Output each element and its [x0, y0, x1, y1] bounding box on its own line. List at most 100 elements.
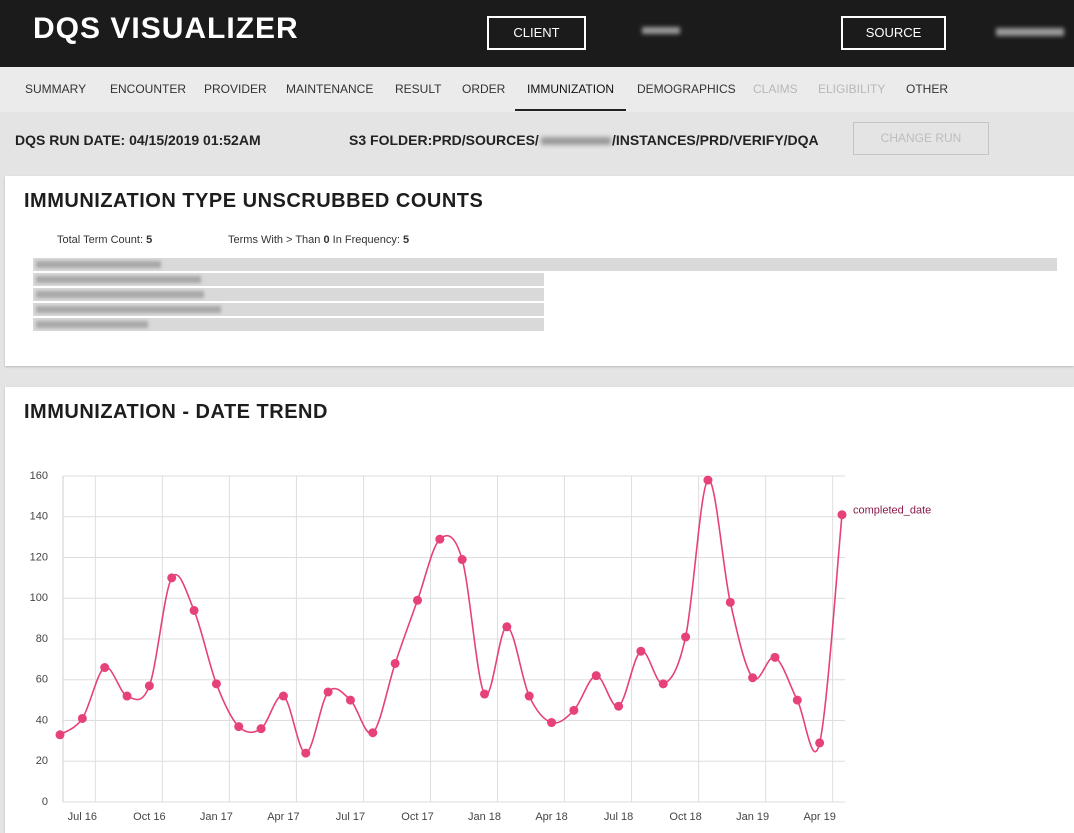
x-tick-label: Jul 17 — [336, 811, 365, 823]
nav-tab: CLAIMS — [753, 82, 798, 96]
x-tick-label: Jan 17 — [200, 811, 233, 823]
y-tick-label: 100 — [30, 592, 48, 604]
y-tick-label: 40 — [36, 714, 48, 726]
value: 5 — [403, 234, 410, 246]
nav-tab[interactable]: OTHER — [906, 82, 948, 96]
legend-label: completed_date — [853, 505, 931, 517]
x-tick-label: Jul 16 — [68, 811, 97, 823]
nav-tab[interactable]: RESULT — [395, 82, 442, 96]
x-tick-label: Apr 17 — [267, 811, 299, 823]
term-row — [33, 258, 1057, 271]
data-point — [301, 748, 311, 758]
nav-tab[interactable]: ORDER — [462, 82, 506, 96]
x-tick-label: Apr 18 — [535, 811, 567, 823]
data-point — [614, 701, 624, 711]
nav-tab[interactable]: SUMMARY — [25, 82, 87, 96]
run-info: DQS RUN DATE: 04/15/2019 01:52AM S3 FOLD… — [0, 112, 1074, 176]
data-point — [100, 663, 110, 673]
data-point — [122, 691, 132, 701]
data-point — [368, 728, 378, 738]
data-point — [323, 687, 333, 697]
term-row — [33, 318, 544, 331]
data-point — [345, 695, 355, 705]
data-point — [412, 595, 422, 605]
redacted — [642, 27, 680, 34]
active-underline — [515, 109, 626, 111]
data-point — [748, 673, 758, 683]
header: DQS VISUALIZER CLIENT SOURCE — [0, 0, 1074, 67]
chart: 0 20 40 60 80 100 120 140 160 Jul 16 Oct 16 Jan 17 A… — [30, 470, 932, 823]
nav-bar: SUMMARY ENCOUNTER PROVIDER MAINTENANCE RESUL… — [0, 67, 1074, 112]
nav-tab[interactable]: IMMUNIZATION — [527, 82, 615, 96]
nav-tab: ELIGIBILITY — [818, 82, 886, 96]
client-button[interactable]: CLIENT — [487, 16, 586, 50]
trend-card: IMMUNIZATION - DATE TREND — [5, 387, 1074, 833]
change-run-button: CHANGE RUN — [853, 122, 989, 155]
data-point — [792, 695, 802, 705]
y-tick-label: 0 — [42, 796, 48, 808]
data-point — [815, 738, 825, 748]
data-point — [725, 597, 735, 607]
nav-tab[interactable]: DEMOGRAPHICS — [637, 82, 736, 96]
value: 0 — [323, 234, 330, 246]
label: In Frequency: — [332, 234, 400, 246]
data-point — [55, 730, 65, 740]
data-point — [256, 724, 266, 734]
data-point — [278, 691, 288, 701]
y-tick-label: 140 — [30, 511, 48, 523]
data-point — [502, 622, 512, 632]
redacted — [996, 28, 1064, 36]
y-tick-label: 120 — [30, 551, 48, 563]
x-tick-label: Jan 19 — [736, 811, 769, 823]
label: Terms With > Than — [228, 234, 321, 246]
term-row — [33, 273, 544, 286]
frequency-stat: Terms With > Than 0 In Frequency: 5 — [228, 234, 409, 246]
x-tick-label: Oct 16 — [133, 811, 165, 823]
y-tick-label: 160 — [30, 470, 48, 482]
label: Total Term Count: — [57, 234, 144, 246]
counts-card: IMMUNIZATION TYPE UNSCRUBBED COUNTS Tota… — [5, 176, 1074, 366]
total-stat: Total Term Count: 5 — [57, 234, 152, 246]
series-line — [59, 479, 843, 754]
data-point — [770, 652, 780, 662]
nav-tab[interactable]: PROVIDER — [204, 82, 267, 96]
x-tick-label: Jan 18 — [468, 811, 501, 823]
term-row — [33, 303, 544, 316]
nav-tab[interactable]: ENCOUNTER — [110, 82, 187, 96]
y-tick-label: 60 — [36, 674, 48, 686]
term-row — [33, 288, 544, 301]
data-point — [167, 573, 177, 583]
folder-prefix: S3 FOLDER:PRD/SOURCES/ — [349, 132, 539, 148]
source-button[interactable]: SOURCE — [841, 16, 946, 50]
nav-tab[interactable]: MAINTENANCE — [286, 82, 374, 96]
y-tick-label: 20 — [36, 755, 48, 767]
x-tick-label: Apr 19 — [803, 811, 835, 823]
data-point — [658, 679, 668, 689]
data-point — [547, 718, 557, 728]
data-point — [681, 632, 691, 642]
data-point — [703, 475, 713, 485]
data-point — [144, 681, 154, 691]
data-point — [390, 658, 400, 668]
data-point — [524, 691, 534, 701]
data-point — [211, 679, 221, 689]
x-tick-label: Oct 17 — [401, 811, 433, 823]
data-point — [569, 705, 579, 715]
data-point — [435, 534, 445, 544]
redacted — [541, 137, 611, 145]
x-tick-label: Oct 18 — [669, 811, 701, 823]
data-point — [636, 646, 646, 656]
y-tick-label: 80 — [36, 633, 48, 645]
data-point — [189, 605, 199, 615]
x-tick-label: Jul 18 — [604, 811, 633, 823]
folder-suffix: /INSTANCES/PRD/VERIFY/DQA — [612, 132, 819, 148]
data-point — [837, 510, 847, 520]
data-point — [77, 713, 87, 723]
run-date: DQS RUN DATE: 04/15/2019 01:52AM — [15, 132, 261, 148]
data-point — [457, 555, 467, 565]
card-title: IMMUNIZATION TYPE UNSCRUBBED COUNTS — [24, 190, 484, 212]
data-point — [234, 722, 244, 732]
data-point — [480, 689, 490, 699]
chart-title: IMMUNIZATION - DATE TREND — [24, 401, 328, 423]
